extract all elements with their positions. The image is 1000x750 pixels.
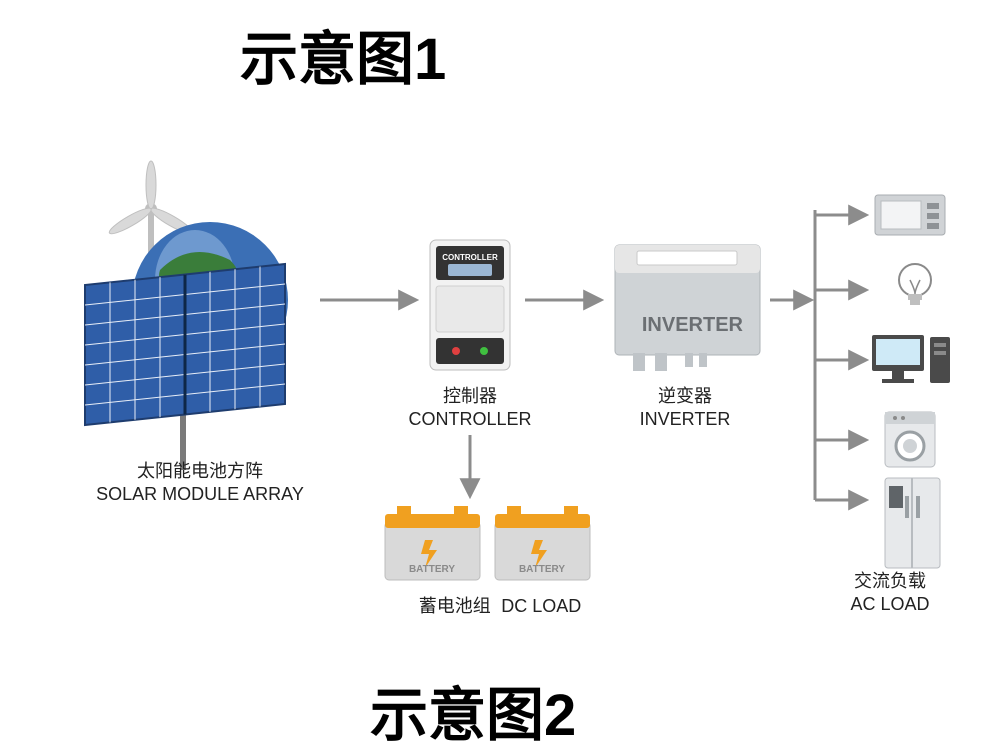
acload-label: 交流负载 AC LOAD (820, 570, 960, 615)
diagram-stage: 示意图1 示意图2 (0, 0, 1000, 750)
acload-label-en: AC LOAD (820, 593, 960, 616)
pc-icon (872, 335, 950, 383)
battery-1-text: BATTERY (409, 564, 455, 575)
washer-icon (885, 412, 935, 467)
solar-panel-icon (85, 264, 285, 470)
inverter-device-text: INVERTER (642, 314, 744, 336)
diagram-svg: CONTROLLER INVERTER BATTERY (0, 0, 1000, 750)
controller-icon: CONTROLLER (430, 240, 510, 370)
acload-label-cn: 交流负载 (820, 570, 960, 593)
inverter-label-en: INVERTER (605, 408, 765, 431)
microwave-icon (875, 195, 945, 235)
controller-device-text: CONTROLLER (442, 253, 498, 262)
inverter-icon: INVERTER (615, 245, 760, 371)
battery-label: 蓄电池组 DC LOAD (380, 595, 620, 618)
battery-label-en: DC LOAD (501, 596, 581, 616)
ac-bus (815, 210, 865, 500)
battery-1-icon: BATTERY (385, 506, 480, 580)
inverter-label-cn: 逆变器 (605, 385, 765, 408)
solar-label-en: SOLAR MODULE ARRAY (70, 483, 330, 506)
solar-label: 太阳能电池方阵 SOLAR MODULE ARRAY (70, 460, 330, 505)
controller-label-en: CONTROLLER (390, 408, 550, 431)
inverter-label: 逆变器 INVERTER (605, 385, 765, 430)
controller-label: 控制器 CONTROLLER (390, 385, 550, 430)
controller-label-cn: 控制器 (390, 385, 550, 408)
battery-2-icon: BATTERY (495, 506, 590, 580)
fridge-icon (885, 478, 940, 568)
solar-label-cn: 太阳能电池方阵 (70, 460, 330, 483)
battery-2-text: BATTERY (519, 564, 565, 575)
battery-label-cn: 蓄电池组 (419, 596, 491, 616)
lightbulb-icon (899, 264, 931, 305)
